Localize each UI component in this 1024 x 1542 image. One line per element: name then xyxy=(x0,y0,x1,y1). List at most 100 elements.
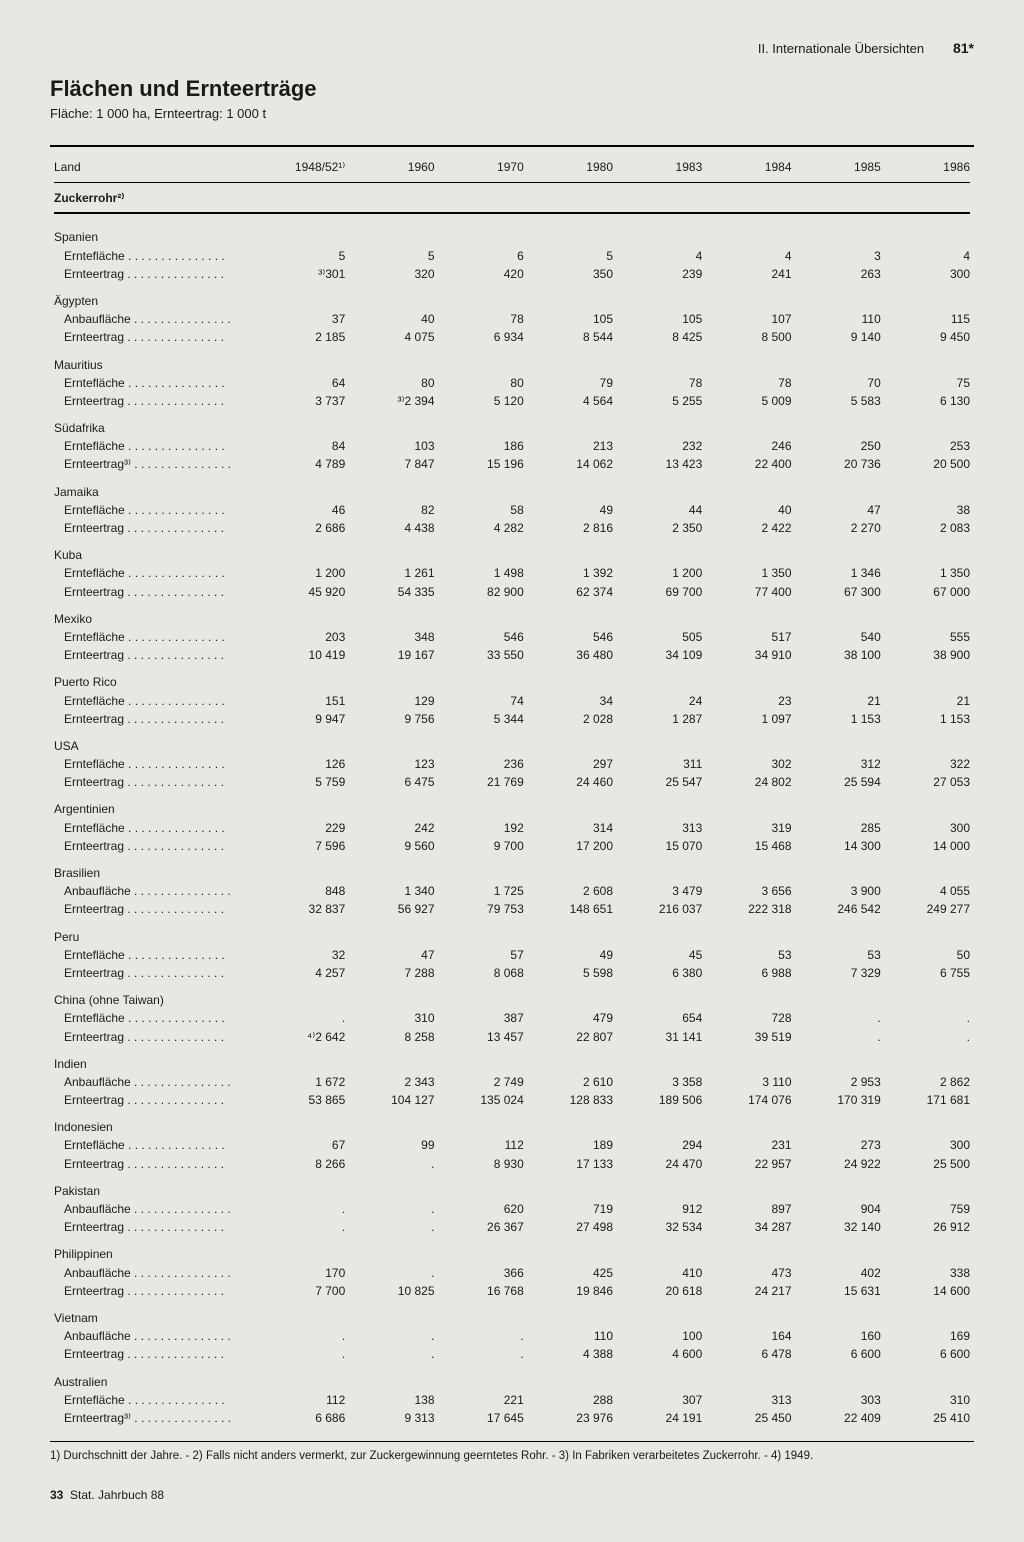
cell: 31 141 xyxy=(617,1028,706,1046)
cell: 620 xyxy=(439,1200,528,1218)
cell: 2 028 xyxy=(528,710,617,728)
cell: 425 xyxy=(528,1264,617,1282)
cell: 221 xyxy=(439,1391,528,1409)
cell: 39 519 xyxy=(706,1028,795,1046)
cell: 169 xyxy=(885,1327,974,1345)
cell: 231 xyxy=(706,1136,795,1154)
cell: 307 xyxy=(617,1391,706,1409)
cell: 82 xyxy=(349,501,438,519)
cell: 34 xyxy=(528,692,617,710)
cell: 80 xyxy=(349,374,438,392)
cell: 5 xyxy=(349,247,438,265)
cell: 22 400 xyxy=(706,455,795,473)
cell: 2 686 xyxy=(260,519,349,537)
cell: 1 097 xyxy=(706,710,795,728)
cell: 420 xyxy=(439,265,528,283)
cell: 19 167 xyxy=(349,646,438,664)
cell: 1 672 xyxy=(260,1073,349,1091)
cell: ³⁾2 394 xyxy=(349,392,438,410)
cell: 7 596 xyxy=(260,837,349,855)
cell: 22 409 xyxy=(796,1409,885,1427)
table-row: Erntefläche . . . . . . . . . . . . . . … xyxy=(50,247,974,265)
cell: 2 816 xyxy=(528,519,617,537)
cell: 350 xyxy=(528,265,617,283)
cell: 239 xyxy=(617,265,706,283)
cell: 348 xyxy=(349,628,438,646)
cell: . xyxy=(260,1345,349,1363)
cell: 6 130 xyxy=(885,392,974,410)
cell: 246 542 xyxy=(796,900,885,918)
cell: 57 xyxy=(439,946,528,964)
cell: 4 600 xyxy=(617,1345,706,1363)
col-year: 1985 xyxy=(796,155,885,179)
table-row: Erntefläche . . . . . . . . . . . . . . … xyxy=(50,692,974,710)
cell: 1 153 xyxy=(796,710,885,728)
cell: 13 457 xyxy=(439,1028,528,1046)
cell: 310 xyxy=(349,1009,438,1027)
cell: 3 737 xyxy=(260,392,349,410)
cell: 2 422 xyxy=(706,519,795,537)
table-row: Ernteertrag³⁾ . . . . . . . . . . . . . … xyxy=(50,1409,974,1427)
metric-label: Ernteertrag . . . . . . . . . . . . . . … xyxy=(50,583,260,601)
cell: 129 xyxy=(349,692,438,710)
cell: 25 500 xyxy=(885,1155,974,1173)
cell: . xyxy=(349,1327,438,1345)
table-row: Erntefläche . . . . . . . . . . . . . . … xyxy=(50,1391,974,1409)
country-name: Mexiko xyxy=(50,601,974,628)
col-year: 1986 xyxy=(885,155,974,179)
table-row: Ernteertrag . . . . . . . . . . . . . . … xyxy=(50,837,974,855)
cell: 53 xyxy=(706,946,795,964)
metric-label: Anbaufläche . . . . . . . . . . . . . . … xyxy=(50,1200,260,1218)
cell: 402 xyxy=(796,1264,885,1282)
crop-title: Zuckerrohr²⁾ xyxy=(50,184,974,207)
cell: 33 550 xyxy=(439,646,528,664)
cell: 288 xyxy=(528,1391,617,1409)
cell: 25 547 xyxy=(617,773,706,791)
cell: 366 xyxy=(439,1264,528,1282)
metric-label: Ernteertrag . . . . . . . . . . . . . . … xyxy=(50,392,260,410)
cell: 151 xyxy=(260,692,349,710)
country-name: Argentinien xyxy=(50,791,974,818)
cell: 160 xyxy=(796,1327,885,1345)
metric-label: Ernteertrag . . . . . . . . . . . . . . … xyxy=(50,1155,260,1173)
metric-label: Ernteertrag . . . . . . . . . . . . . . … xyxy=(50,1282,260,1300)
cell: 47 xyxy=(796,501,885,519)
cell: 20 618 xyxy=(617,1282,706,1300)
cell: 46 xyxy=(260,501,349,519)
metric-label: Erntefläche . . . . . . . . . . . . . . … xyxy=(50,247,260,265)
cell: 294 xyxy=(617,1136,706,1154)
country-name: Puerto Rico xyxy=(50,664,974,691)
table-row: Erntefläche . . . . . . . . . . . . . . … xyxy=(50,946,974,964)
table-row: Anbaufläche . . . . . . . . . . . . . . … xyxy=(50,310,974,328)
cell: 2 270 xyxy=(796,519,885,537)
cell: 4 388 xyxy=(528,1345,617,1363)
cell: . xyxy=(260,1218,349,1236)
cell: 148 651 xyxy=(528,900,617,918)
cell: 64 xyxy=(260,374,349,392)
cell: 25 450 xyxy=(706,1409,795,1427)
cell: 78 xyxy=(439,310,528,328)
cell: 135 024 xyxy=(439,1091,528,1109)
cell: 310 xyxy=(885,1391,974,1409)
cell: 1 725 xyxy=(439,882,528,900)
metric-label: Ernteertrag . . . . . . . . . . . . . . … xyxy=(50,1345,260,1363)
cell: 241 xyxy=(706,265,795,283)
cell: 77 400 xyxy=(706,583,795,601)
cell: 311 xyxy=(617,755,706,773)
cell: 1 200 xyxy=(260,564,349,582)
cell: 250 xyxy=(796,437,885,455)
metric-label: Erntefläche . . . . . . . . . . . . . . … xyxy=(50,628,260,646)
cell: 216 037 xyxy=(617,900,706,918)
table-row: Ernteertrag . . . . . . . . . . . . . . … xyxy=(50,646,974,664)
metric-label: Anbaufläche . . . . . . . . . . . . . . … xyxy=(50,310,260,328)
metric-label: Ernteertrag . . . . . . . . . . . . . . … xyxy=(50,837,260,855)
cell: 5 120 xyxy=(439,392,528,410)
metric-label: Erntefläche . . . . . . . . . . . . . . … xyxy=(50,755,260,773)
cell: 21 xyxy=(796,692,885,710)
cell: 164 xyxy=(706,1327,795,1345)
cell: . xyxy=(439,1327,528,1345)
table-row: Ernteertrag . . . . . . . . . . . . . . … xyxy=(50,519,974,537)
cell: 6 475 xyxy=(349,773,438,791)
cell: . xyxy=(260,1200,349,1218)
cell: 320 xyxy=(349,265,438,283)
